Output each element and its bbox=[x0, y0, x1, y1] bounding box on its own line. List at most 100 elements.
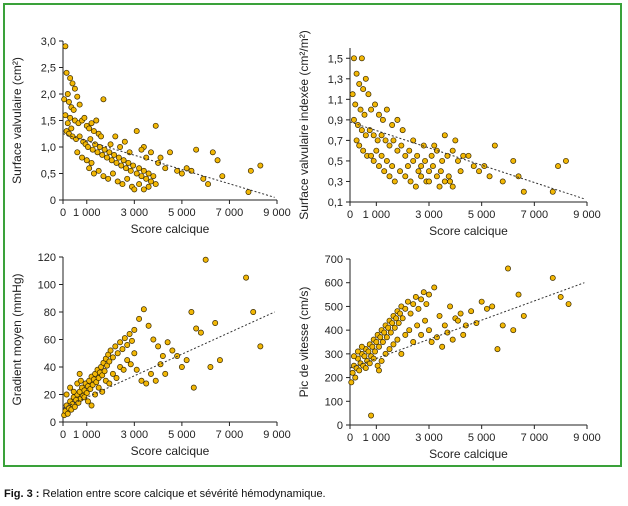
data-point bbox=[520, 312, 527, 319]
x-tick-label: 0 bbox=[60, 207, 66, 219]
data-point bbox=[136, 165, 143, 172]
data-point bbox=[565, 301, 572, 308]
data-point bbox=[460, 152, 467, 159]
data-point bbox=[81, 114, 88, 121]
y-tick-label: 300 bbox=[325, 349, 343, 361]
data-point bbox=[118, 162, 125, 169]
data-point bbox=[88, 159, 95, 166]
data-point bbox=[351, 116, 357, 123]
data-point bbox=[108, 157, 115, 164]
x-tick-label: 0 bbox=[347, 432, 353, 444]
data-point bbox=[140, 306, 147, 313]
y-axis-label: Surface valvulaire (cm²) bbox=[10, 57, 24, 184]
x-tick-label: 5 000 bbox=[168, 429, 196, 441]
x-tick-label: 7 000 bbox=[521, 432, 549, 444]
data-point bbox=[422, 317, 428, 324]
data-point bbox=[557, 293, 564, 300]
data-point bbox=[449, 336, 456, 343]
y-tick-label: 40 bbox=[44, 362, 56, 374]
data-point bbox=[433, 147, 440, 154]
data-point bbox=[358, 343, 365, 350]
trend-line bbox=[349, 282, 585, 369]
data-point bbox=[428, 152, 435, 159]
data-point bbox=[83, 157, 90, 164]
data-point bbox=[418, 163, 425, 170]
data-point bbox=[145, 170, 152, 177]
data-point bbox=[445, 173, 452, 180]
trend-line bbox=[62, 133, 275, 198]
data-point bbox=[394, 336, 401, 343]
data-point bbox=[63, 391, 70, 398]
data-point bbox=[549, 275, 556, 281]
data-point bbox=[376, 367, 382, 374]
x-axis-label: Score calcique bbox=[131, 222, 210, 236]
data-point bbox=[362, 132, 369, 139]
data-point bbox=[395, 320, 402, 326]
data-point bbox=[131, 350, 138, 357]
data-point bbox=[94, 149, 101, 156]
caption-label: Fig. 3 : bbox=[4, 488, 40, 500]
data-point bbox=[426, 291, 432, 298]
data-point bbox=[382, 350, 389, 357]
y-tick-label: 1,1 bbox=[328, 94, 343, 106]
data-point bbox=[389, 122, 396, 128]
data-point bbox=[131, 326, 138, 333]
data-point bbox=[386, 346, 393, 353]
data-point bbox=[393, 315, 400, 322]
data-point bbox=[437, 168, 444, 175]
data-point bbox=[202, 256, 209, 263]
data-point bbox=[407, 310, 414, 317]
data-point bbox=[150, 173, 157, 180]
data-point bbox=[370, 157, 377, 164]
data-point bbox=[200, 175, 207, 182]
data-point bbox=[257, 343, 264, 350]
data-point bbox=[138, 377, 145, 384]
data-point bbox=[124, 357, 131, 364]
data-point bbox=[164, 339, 171, 346]
data-point bbox=[64, 410, 71, 417]
data-point bbox=[212, 320, 219, 326]
data-point bbox=[423, 301, 430, 308]
data-point bbox=[117, 339, 124, 346]
data-point bbox=[209, 149, 216, 156]
data-point bbox=[455, 317, 461, 324]
data-point bbox=[398, 350, 405, 357]
y-tick-label: 0 bbox=[50, 417, 56, 429]
data-point bbox=[145, 322, 152, 329]
data-point bbox=[101, 368, 108, 375]
data-point bbox=[420, 142, 427, 149]
x-tick-label: 7 000 bbox=[216, 429, 244, 441]
data-point bbox=[136, 315, 143, 322]
data-point bbox=[510, 157, 517, 164]
x-tick-label: 3 000 bbox=[415, 209, 443, 221]
data-point bbox=[515, 291, 522, 298]
data-point bbox=[115, 154, 122, 161]
data-point bbox=[386, 142, 393, 149]
data-point bbox=[193, 146, 200, 153]
data-point bbox=[77, 377, 84, 384]
data-point bbox=[188, 167, 195, 174]
data-point bbox=[349, 369, 356, 376]
chart-gradient-moyen: 0 1 000 3 000 5 000 7 000 9 000 0 20 40 60 80 100 12… bbox=[10, 252, 291, 458]
data-point bbox=[96, 144, 103, 150]
y-tick-label: 80 bbox=[44, 307, 56, 319]
data-point bbox=[360, 86, 367, 93]
data-point bbox=[381, 329, 388, 336]
data-point bbox=[257, 162, 264, 169]
data-point bbox=[162, 165, 169, 172]
data-point bbox=[505, 265, 511, 272]
data-point bbox=[112, 133, 119, 140]
data-point bbox=[373, 147, 380, 154]
data-point bbox=[387, 329, 394, 336]
data-point bbox=[415, 168, 422, 175]
data-point bbox=[436, 183, 443, 190]
data-point bbox=[441, 132, 448, 139]
data-point bbox=[447, 303, 454, 310]
data-point bbox=[65, 98, 72, 105]
y-axis-label: Gradient moyen (mmHg) bbox=[10, 273, 24, 405]
data-point bbox=[430, 163, 436, 170]
data-point bbox=[368, 412, 375, 419]
data-point bbox=[129, 337, 135, 344]
data-point bbox=[109, 354, 116, 361]
data-point bbox=[399, 315, 406, 322]
